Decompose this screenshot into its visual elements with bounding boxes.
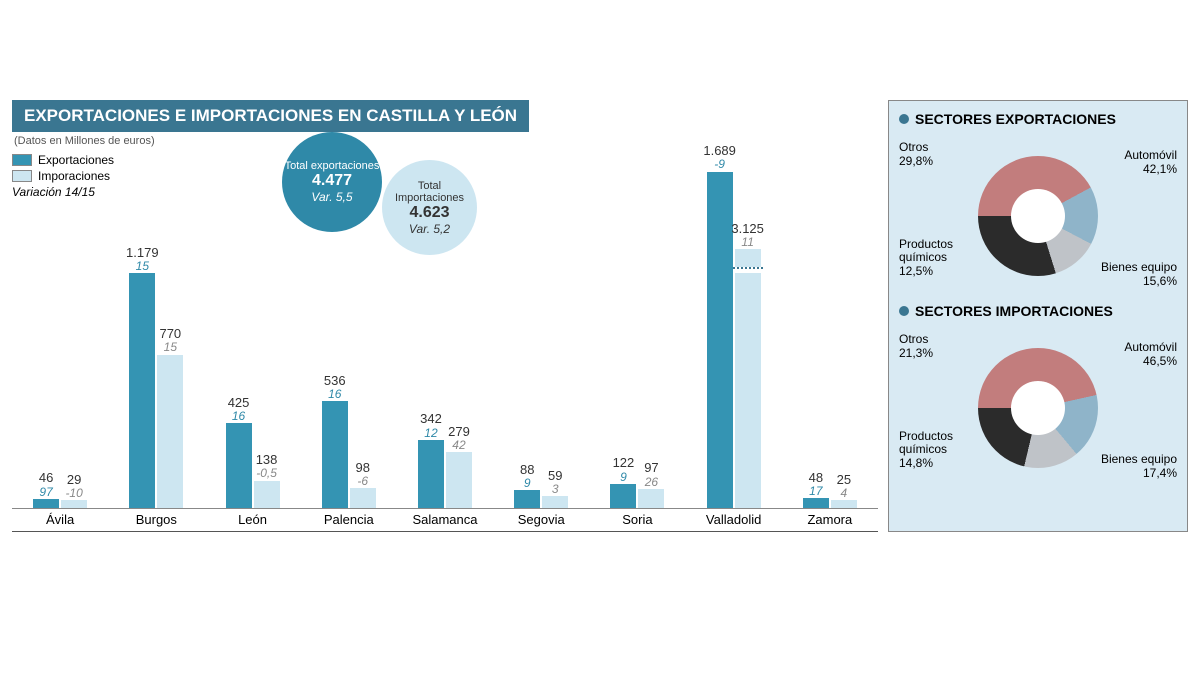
bar: 77015 xyxy=(157,355,183,508)
bar: 593 xyxy=(542,496,568,508)
bar: 138-0,5 xyxy=(254,481,280,508)
donut-import-ring xyxy=(978,348,1098,468)
bar: 1.17915 xyxy=(129,273,155,508)
donut-slice-label: Productos químicos12,5% xyxy=(899,238,989,279)
total-imports-value: 4.623 xyxy=(409,204,449,222)
bar-group: 1.1791577015Burgos xyxy=(108,249,204,508)
donut-panel: SECTORES EXPORTACIONES Automóvil42,1% Bie… xyxy=(888,100,1188,532)
category-label: Salamanca xyxy=(397,508,493,527)
donut-slice-label: Automóvil42,1% xyxy=(1124,149,1177,177)
category-label: Segovia xyxy=(493,508,589,527)
donut-import: Automóvil46,5% Bienes equipo17,4% Producto… xyxy=(899,323,1177,493)
bar-value-label: 254 xyxy=(794,473,894,500)
donut-slice-label: Otros21,3% xyxy=(899,333,933,361)
total-exports-var: Var. 5,5 xyxy=(311,190,352,204)
donut-export-title: SECTORES EXPORTACIONES xyxy=(915,111,1116,127)
category-label: Burgos xyxy=(108,508,204,527)
bar-group: 4817254Zamora xyxy=(782,249,878,508)
bar-group: 469729-10Ávila xyxy=(12,249,108,508)
bar-chart-panel: EXPORTACIONES E IMPORTACIONES EN CASTILL… xyxy=(12,100,878,532)
bar-value-label: 53616 xyxy=(285,374,385,401)
total-exports-value: 4.477 xyxy=(312,172,352,190)
bar-value-label: 1.17915 xyxy=(92,246,192,273)
legend-import-label: Imporaciones xyxy=(38,169,110,183)
donut-export-ring xyxy=(978,156,1098,276)
bar: 98-6 xyxy=(350,488,376,508)
donut-export: Automóvil42,1% Bienes equipo15,6% Producto… xyxy=(899,131,1177,301)
donut-slice-label: Bienes equipo15,6% xyxy=(1101,261,1177,289)
legend-swatch-import xyxy=(12,170,32,182)
donut-slice-label: Automóvil46,5% xyxy=(1124,341,1177,369)
donut-slice-label: Productos químicos14,8% xyxy=(899,430,989,471)
category-label: Valladolid xyxy=(686,508,782,527)
bar-value-label: 1.689-9 xyxy=(670,144,770,171)
bullet-icon xyxy=(899,114,909,124)
bar-group: 5361698-6Palencia xyxy=(301,249,397,508)
bar-value-label: 42516 xyxy=(189,396,289,423)
bar: 3.12511 xyxy=(735,249,761,508)
footer-rule xyxy=(12,531,878,532)
legend-swatch-export xyxy=(12,154,32,166)
category-label: León xyxy=(204,508,300,527)
bar: 29-10 xyxy=(61,500,87,508)
donut-slice-label: Otros29,8% xyxy=(899,141,933,169)
bar: 27942 xyxy=(446,452,472,508)
bar: 9726 xyxy=(638,489,664,508)
bar-group: 12299726Soria xyxy=(589,249,685,508)
bar: 53616 xyxy=(322,401,348,508)
total-imports-bubble: Total Importaciones 4.623 Var. 5,2 xyxy=(382,160,477,255)
category-label: Palencia xyxy=(301,508,397,527)
donut-export-title-row: SECTORES EXPORTACIONES xyxy=(899,111,1177,127)
total-exports-label: Total exportaciones xyxy=(285,160,380,172)
category-label: Ávila xyxy=(12,508,108,527)
category-label: Zamora xyxy=(782,508,878,527)
total-imports-label: Total Importaciones xyxy=(382,180,477,204)
donut-import-title: SECTORES IMPORTACIONES xyxy=(915,303,1113,319)
chart-title: EXPORTACIONES E IMPORTACIONES EN CASTILL… xyxy=(12,100,529,132)
donut-import-title-row: SECTORES IMPORTACIONES xyxy=(899,303,1177,319)
bullet-icon xyxy=(899,306,909,316)
total-exports-bubble: Total exportaciones 4.477 Var. 5,5 xyxy=(282,132,382,232)
bar-group: 1.689-93.12511Valladolid xyxy=(686,249,782,508)
donut-slice-label: Bienes equipo17,4% xyxy=(1101,453,1177,481)
bar-value-label: 3.12511 xyxy=(698,222,798,249)
legend-export-label: Exportaciones xyxy=(38,153,114,167)
bar-chart: 469729-10Ávila1.1791577015Burgos42516 138… xyxy=(12,249,878,509)
bar: 254 xyxy=(831,500,857,508)
total-imports-var: Var. 5,2 xyxy=(409,222,450,236)
category-label: Soria xyxy=(589,508,685,527)
